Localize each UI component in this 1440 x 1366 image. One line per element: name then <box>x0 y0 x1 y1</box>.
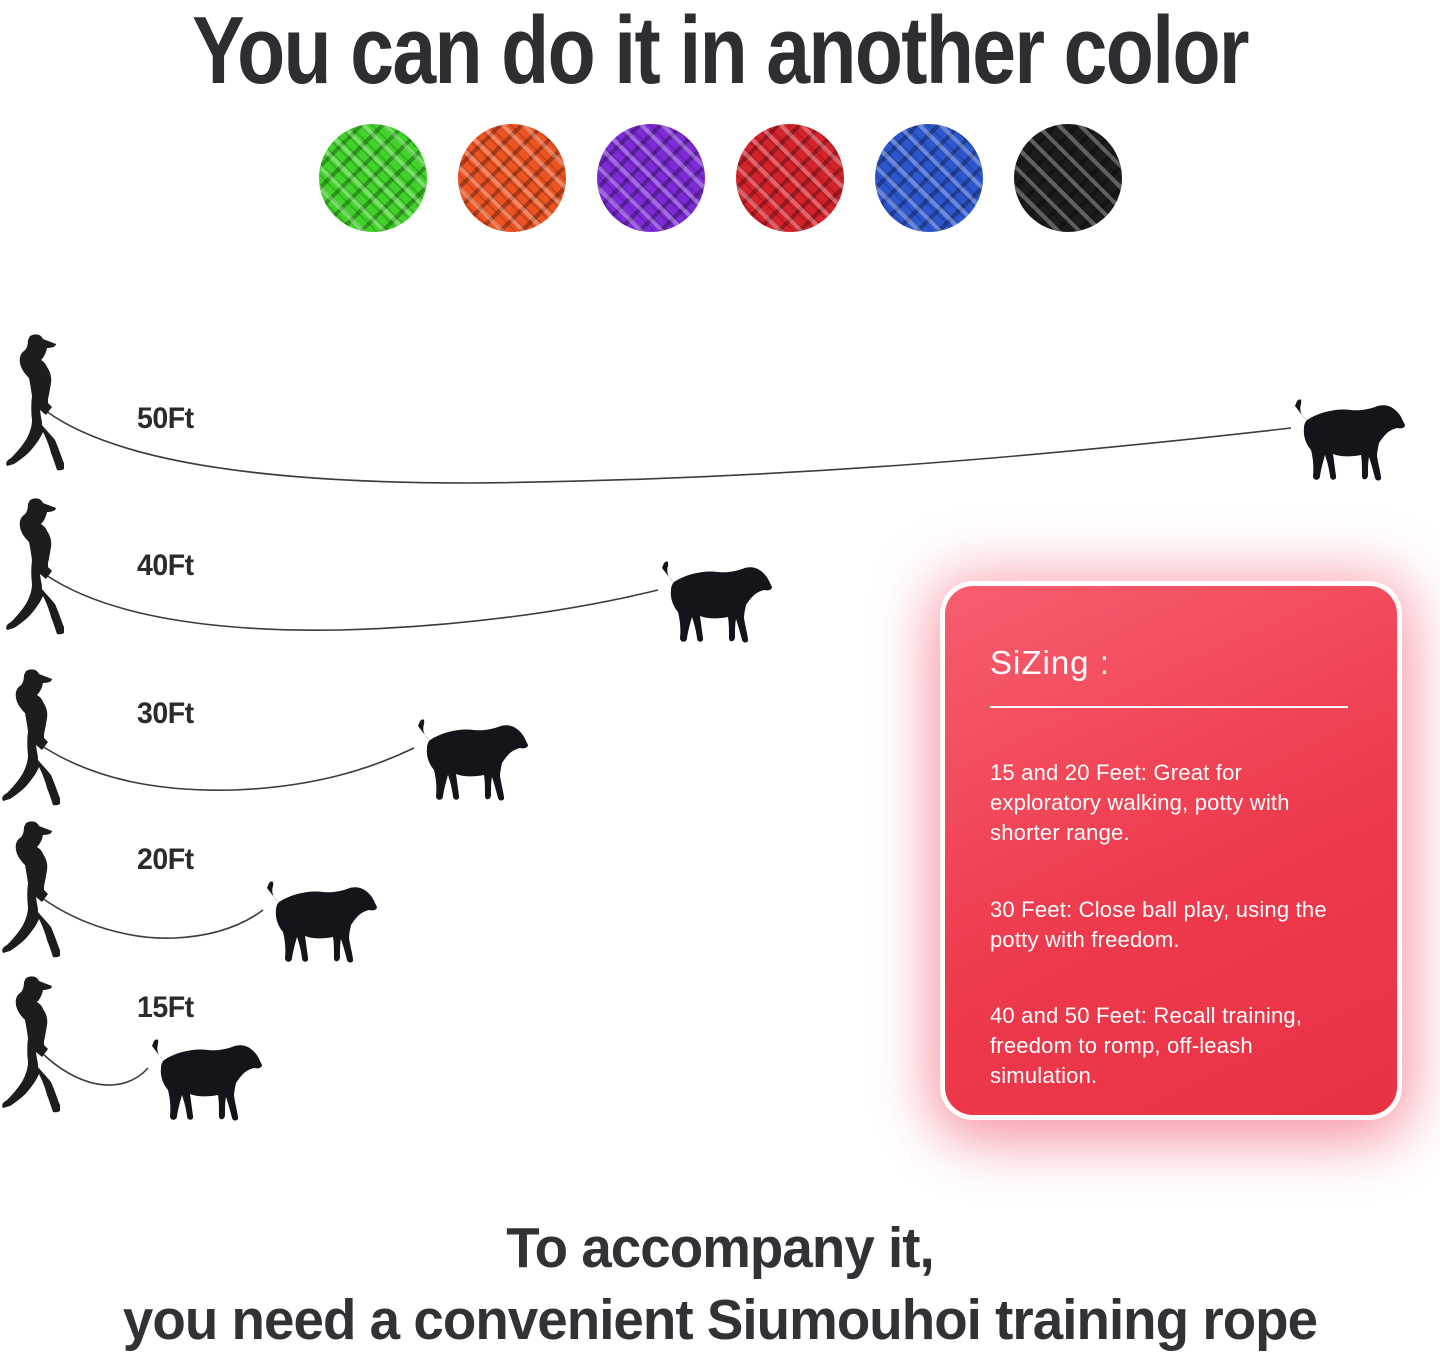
dog-icon <box>652 560 772 646</box>
leash-line-20ft <box>41 897 264 939</box>
sizing-card-divider <box>990 706 1348 708</box>
footer-title-line2: you need a convenient Siumouhoi training… <box>122 1288 1318 1352</box>
leash-line-40ft <box>45 574 659 631</box>
length-label-50ft: 50Ft <box>137 402 194 435</box>
color-swatch-green <box>318 124 427 232</box>
color-swatch-row <box>0 124 1440 232</box>
color-swatch-purple <box>596 124 705 232</box>
dog-icon <box>1285 398 1405 484</box>
footer-title-line1: To accompany it, <box>506 1216 935 1280</box>
sizing-note-30ft: 30 Feet: Close ball play, using the pott… <box>990 897 1327 952</box>
person-walking-icon <box>4 497 64 637</box>
person-walking-icon <box>0 975 60 1115</box>
dog-icon <box>257 880 377 966</box>
length-label-30ft: 30Ft <box>137 697 194 730</box>
length-label-20ft: 20Ft <box>137 843 194 876</box>
page-title: You can do it in another color <box>192 0 1249 104</box>
color-swatch-black <box>1013 124 1122 232</box>
sizing-card: SiZing : 15 and 20 Feet: Great for explo… <box>945 586 1397 1115</box>
footer-title: To accompany it, you need a convenient S… <box>29 1212 1411 1356</box>
person-walking-icon <box>4 333 64 473</box>
sizing-note-15-20ft: 15 and 20 Feet: Great for exploratory wa… <box>990 760 1290 845</box>
color-swatch-red <box>735 124 844 232</box>
person-walking-icon <box>0 820 60 960</box>
leash-line-50ft <box>45 410 1292 484</box>
leash-line-30ft <box>41 745 415 792</box>
sizing-note-40-50ft: 40 and 50 Feet: Recall training, freedom… <box>990 1003 1303 1088</box>
dog-icon <box>142 1038 262 1124</box>
color-swatch-orange <box>457 124 566 232</box>
length-label-40ft: 40Ft <box>137 549 194 582</box>
sizing-card-heading: SiZing : <box>990 644 1110 681</box>
dog-icon <box>408 718 528 804</box>
person-walking-icon <box>0 668 60 808</box>
length-label-15ft: 15Ft <box>137 991 194 1024</box>
color-swatch-blue <box>874 124 983 232</box>
